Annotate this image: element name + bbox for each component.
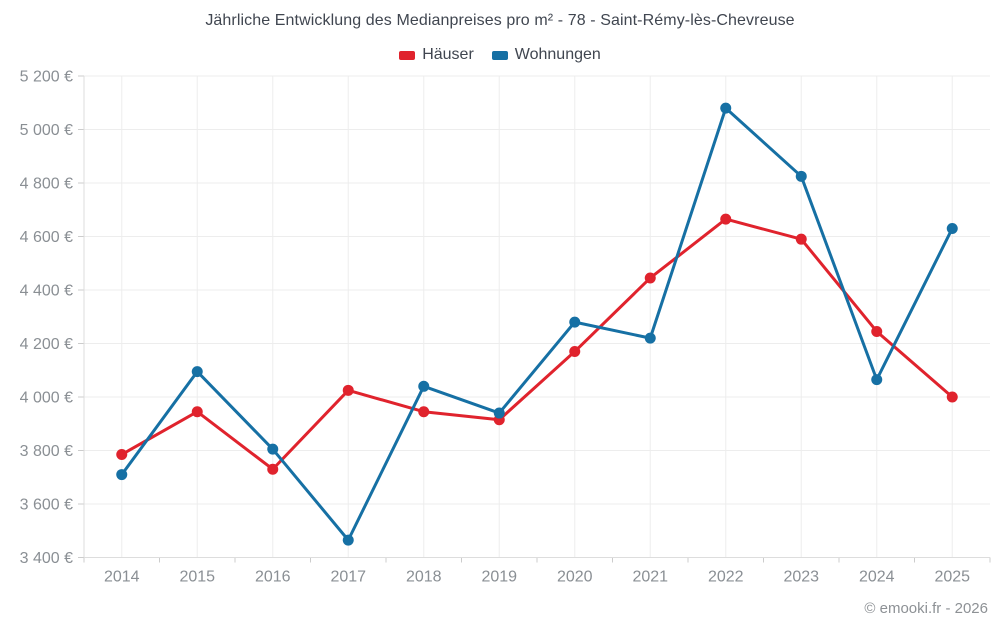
haeuser-point-2025[interactable] — [946, 391, 958, 403]
haeuser-line — [120, 217, 954, 471]
haeuser-point-2014[interactable] — [116, 449, 128, 461]
wohnungen-point-2019[interactable] — [493, 407, 505, 419]
haeuser-legend-label: Häuser — [422, 46, 474, 63]
haeuser-point-2024[interactable] — [871, 325, 883, 337]
y-axis-label: 4 200 € — [20, 336, 73, 353]
wohnungen-point-2018[interactable] — [418, 380, 430, 392]
haeuser-point-2022[interactable] — [720, 213, 732, 225]
wohnungen-legend-swatch-icon — [491, 50, 508, 60]
x-axis-label: 2014 — [104, 569, 140, 586]
haeuser-legend-swatch-icon — [399, 50, 416, 60]
x-axis-label: 2016 — [255, 569, 291, 586]
haeuser-point-2015[interactable] — [191, 406, 203, 418]
wohnungen-point-2017[interactable] — [342, 534, 354, 546]
haeuser-point-2018[interactable] — [418, 406, 430, 418]
y-axis-label: 3 600 € — [20, 497, 73, 514]
haeuser-point-2021[interactable] — [644, 272, 656, 284]
y-axis-label: 4 600 € — [20, 229, 73, 246]
y-axis-label: 5 200 € — [20, 69, 73, 86]
y-axis-label: 4 000 € — [20, 390, 73, 407]
x-axis-label: 2024 — [859, 569, 895, 586]
haeuser-point-2017[interactable] — [342, 384, 354, 396]
wohnungen-point-2022[interactable] — [720, 102, 732, 114]
wohnungen-point-2023[interactable] — [795, 170, 807, 182]
wohnungen-point-2024[interactable] — [871, 374, 883, 386]
legend-item-wohnungen[interactable]: Wohnungen — [491, 46, 601, 64]
y-axis-label: 4 800 € — [20, 176, 73, 193]
haeuser-point-2023[interactable] — [795, 233, 807, 245]
wohnungen-point-2021[interactable] — [644, 332, 656, 344]
wohnungen-point-2016[interactable] — [267, 443, 279, 455]
y-axis-label: 3 400 € — [20, 550, 73, 567]
x-axis-label: 2022 — [708, 569, 744, 586]
x-axis-label: 2020 — [557, 569, 593, 586]
wohnungen-point-2015[interactable] — [191, 366, 203, 378]
x-axis-label: 2015 — [179, 569, 215, 586]
legend-item-haeuser[interactable]: Häuser — [399, 46, 474, 64]
y-axis-label: 3 800 € — [20, 443, 73, 460]
wohnungen-point-2025[interactable] — [946, 222, 958, 234]
copyright-footer: © emooki.fr - 2026 — [864, 600, 988, 617]
wohnungen-line — [120, 106, 954, 542]
x-axis-label: 2017 — [330, 569, 366, 586]
x-axis-label: 2018 — [406, 569, 442, 586]
x-axis-label: 2023 — [783, 569, 819, 586]
wohnungen-point-2020[interactable] — [569, 316, 581, 328]
haeuser-point-2020[interactable] — [569, 346, 581, 358]
y-axis-label: 5 000 € — [20, 122, 73, 139]
chart-legend: Häuser Wohnungen — [0, 46, 1000, 64]
chart-title: Jährliche Entwicklung des Medianpreises … — [205, 12, 795, 29]
x-axis-label: 2025 — [934, 569, 970, 586]
haeuser-point-2016[interactable] — [267, 463, 279, 475]
x-axis-label: 2019 — [481, 569, 517, 586]
wohnungen-legend-label: Wohnungen — [514, 46, 601, 63]
wohnungen-point-2014[interactable] — [116, 469, 128, 481]
x-axis-label: 2021 — [632, 569, 668, 586]
y-axis-label: 4 400 € — [20, 283, 73, 300]
